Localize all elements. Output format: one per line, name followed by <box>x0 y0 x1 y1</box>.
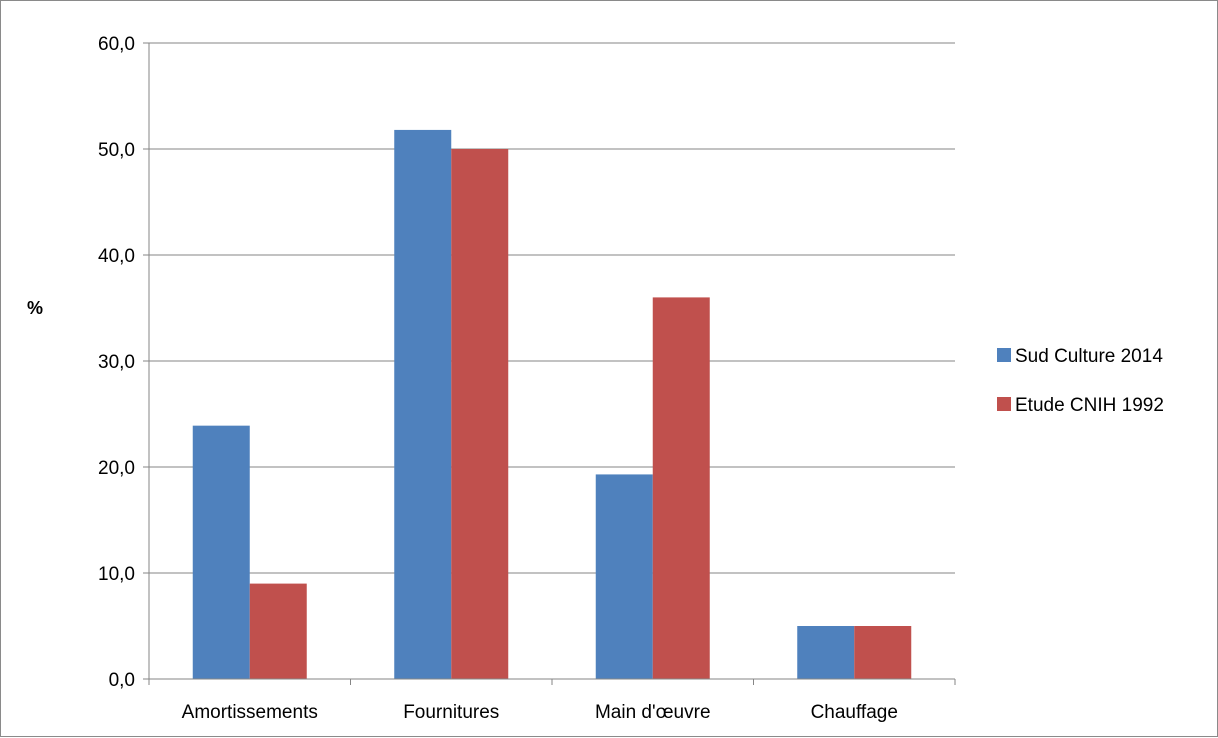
bar-sud-culture-2014 <box>394 129 452 680</box>
bar-sud-culture-2014 <box>595 474 653 679</box>
x-category-label: Main d'œuvre <box>595 702 711 723</box>
y-axis-title: % <box>27 298 43 318</box>
bar-sud-culture-2014 <box>797 626 855 679</box>
legend-swatch <box>997 397 1011 411</box>
y-tick-label: 60,0 <box>98 34 135 55</box>
axes: 0,0 10,0 20,0 30,0 40,0 50,0 60,0 Amortissement… <box>98 34 956 723</box>
bar-etude-cnih-1992 <box>854 626 912 679</box>
y-tick-label: 50,0 <box>98 140 135 161</box>
bar-etude-cnih-1992 <box>249 583 307 679</box>
y-tick-label: 0,0 <box>109 670 135 691</box>
bar-etude-cnih-1992 <box>451 149 509 679</box>
legend-swatch <box>997 348 1011 362</box>
legend-label: Sud Culture 2014 <box>1015 346 1163 367</box>
x-category-label: Fournitures <box>403 702 499 723</box>
legend: Sud Culture 2014 Etude CNIH 1992 <box>997 346 1164 416</box>
bar-etude-cnih-1992 <box>652 297 710 679</box>
y-tick-label: 30,0 <box>98 352 135 373</box>
gridlines <box>149 42 955 574</box>
y-tick-label: 40,0 <box>98 246 135 267</box>
bar-sud-culture-2014 <box>192 425 250 679</box>
legend-label: Etude CNIH 1992 <box>1015 395 1164 416</box>
x-category-label: Chauffage <box>811 702 898 723</box>
y-tick-label: 10,0 <box>98 564 135 585</box>
bars <box>192 129 912 680</box>
x-category-label: Amortissements <box>182 702 318 723</box>
y-tick-label: 20,0 <box>98 458 135 479</box>
